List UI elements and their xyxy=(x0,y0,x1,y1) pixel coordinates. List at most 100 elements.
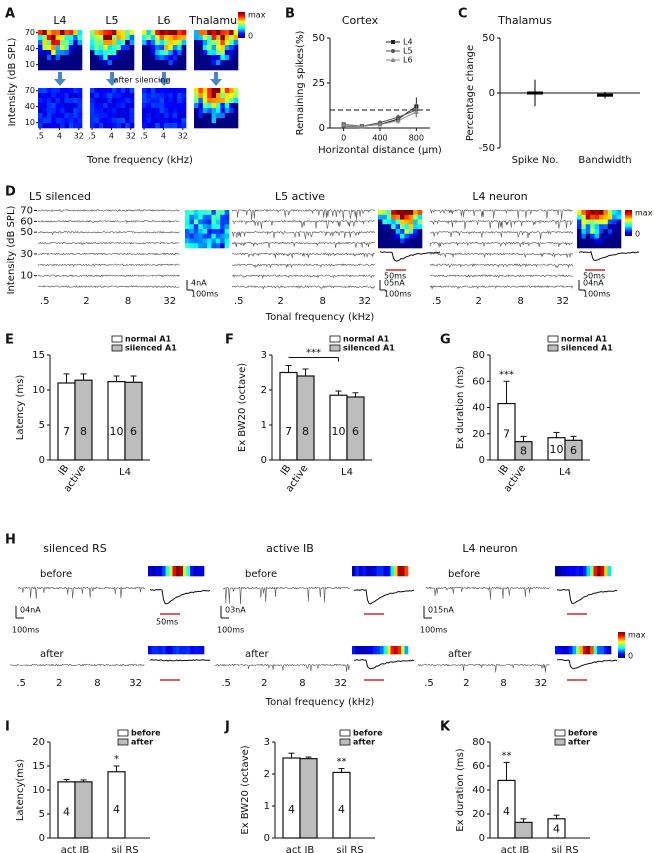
heatmap-cell xyxy=(216,65,221,71)
heatmap-cell xyxy=(198,224,203,230)
heatmap-cell xyxy=(146,60,152,66)
heatmap-cell xyxy=(233,50,239,56)
legend-label: silenced A1 xyxy=(561,344,613,353)
heatmap-cell xyxy=(211,108,217,114)
legend-swatch xyxy=(547,335,559,343)
heatmap-cell xyxy=(146,113,152,119)
heatmap-cell xyxy=(181,45,187,51)
heatmap-cell xyxy=(120,55,126,61)
n-label: 7 xyxy=(503,428,510,441)
heatmap-cell xyxy=(207,40,212,46)
heatmap-cell xyxy=(229,35,234,41)
heatmap-cell xyxy=(116,88,122,94)
heatmap-cell xyxy=(585,224,591,230)
heatmap-cell xyxy=(590,229,595,235)
heatmap-cell xyxy=(590,238,595,244)
panel-title: active IB xyxy=(266,542,314,555)
trace xyxy=(231,285,376,290)
heatmap-cell xyxy=(142,45,147,51)
heatmap-cell xyxy=(604,566,608,577)
heatmap-cell xyxy=(378,229,383,235)
legend-marker xyxy=(391,49,395,53)
heatmap-cell xyxy=(577,243,582,249)
heatmap-cell xyxy=(599,214,604,220)
n-label: 4 xyxy=(113,803,120,816)
heatmap-cell xyxy=(215,243,221,249)
heatmap-cell xyxy=(378,233,383,239)
heatmap-cell xyxy=(603,224,609,230)
heatmap-cell xyxy=(233,108,239,114)
heatmap-cell xyxy=(555,566,559,577)
heatmap-cell xyxy=(146,118,152,124)
heatmap-cell xyxy=(194,93,199,99)
heatmap-cell xyxy=(189,243,195,249)
heatmap-cell xyxy=(413,219,418,225)
heatmap-cell xyxy=(387,646,391,655)
heatmap-cell xyxy=(159,60,165,66)
heatmap-cell xyxy=(202,219,208,225)
heatmap-cell xyxy=(233,113,239,119)
heatmap-cell xyxy=(159,93,165,99)
heatmap-cell xyxy=(60,60,65,66)
heatmap-cell xyxy=(583,566,587,577)
heatmap-cell xyxy=(386,214,392,220)
heatmap-cell xyxy=(125,30,130,36)
x-tick-label: 8 xyxy=(299,678,305,689)
heatmap-cell xyxy=(116,108,122,114)
heatmap-cell xyxy=(216,55,221,61)
heatmap-cell xyxy=(193,233,199,239)
heatmap-cell xyxy=(176,646,180,655)
heatmap-cell xyxy=(42,103,48,109)
heatmap-cell xyxy=(198,210,203,216)
y-tick-label: 0 xyxy=(39,833,45,844)
y-tick-label: 10 xyxy=(32,785,45,796)
chart-title: Thalamus xyxy=(497,14,552,27)
heatmap-cell xyxy=(146,108,152,114)
heatmap-cell xyxy=(565,566,570,577)
heatmap-cell xyxy=(229,65,234,71)
heatmap-cell xyxy=(594,243,600,249)
heatmap-cell xyxy=(116,98,122,104)
heatmap-cell xyxy=(198,40,204,46)
heatmap-cell xyxy=(129,40,135,46)
heatmap-cell xyxy=(73,35,78,41)
heatmap-cell xyxy=(116,35,122,41)
heatmap-cell xyxy=(73,113,78,119)
heatmap-cell xyxy=(233,60,239,66)
time-bar-label: 100ms xyxy=(583,290,610,299)
panel-title: L4 neuron xyxy=(472,190,527,203)
heatmap-cell xyxy=(158,566,163,577)
y-tick-label: 3 xyxy=(264,737,270,748)
y-tick-label: 20 xyxy=(32,737,45,748)
heatmap-cell xyxy=(599,210,604,216)
heatmap-cell xyxy=(215,219,221,225)
heatmap-cell xyxy=(90,103,95,109)
heatmap-cell xyxy=(220,118,226,124)
heatmap-cell xyxy=(55,118,61,124)
heatmap-cell xyxy=(612,229,617,235)
heatmap-cell xyxy=(168,93,174,99)
legend-swatch xyxy=(111,335,123,343)
heatmap-cell xyxy=(107,40,113,46)
trace xyxy=(231,230,376,240)
heatmap-cell xyxy=(224,224,230,230)
heatmap-cell xyxy=(159,40,165,46)
heatmap-cell xyxy=(73,65,78,71)
heatmap-cell xyxy=(579,566,584,577)
heatmap-cell xyxy=(168,55,174,61)
heatmap-cell xyxy=(216,98,221,104)
heatmap-cell xyxy=(215,214,221,220)
heatmap-cell xyxy=(112,108,117,114)
heatmap-cell xyxy=(107,50,113,56)
heatmap-cell xyxy=(172,60,178,66)
heatmap-cell xyxy=(215,229,221,235)
heatmap-cell xyxy=(51,40,56,46)
heatmap-cell xyxy=(220,40,226,46)
legend-label: after xyxy=(568,738,590,747)
heatmap-cell xyxy=(594,219,600,225)
heatmap-cell xyxy=(172,55,178,61)
heatmap-cell xyxy=(616,229,622,235)
heatmap-cell xyxy=(569,566,573,577)
heatmap-cell xyxy=(129,65,135,71)
heatmap-cell xyxy=(73,118,78,124)
